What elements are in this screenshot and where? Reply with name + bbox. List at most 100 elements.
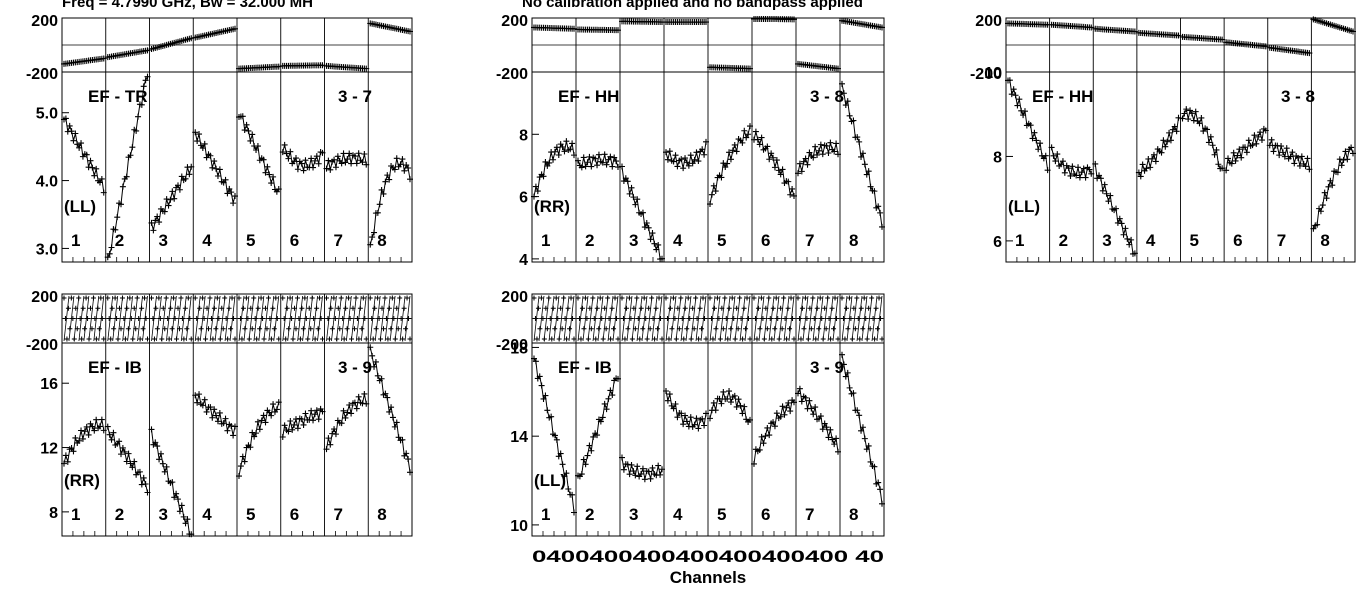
phase-point [406, 316, 412, 321]
amp-line [107, 76, 148, 258]
phase-point [303, 316, 309, 321]
phase-series-5 [236, 63, 282, 72]
phase-point [204, 305, 210, 311]
subband-label: 7 [334, 505, 343, 524]
phase-point [766, 295, 772, 301]
phase-point [568, 295, 574, 301]
phase-point [561, 295, 567, 301]
phase-point [585, 336, 591, 342]
phase-point [849, 336, 855, 342]
phase-point [308, 326, 314, 332]
phase-tick-label: 200 [501, 13, 528, 30]
phase-tick-label: -200 [26, 66, 58, 83]
phase-point [791, 336, 797, 342]
phase-point [567, 326, 573, 332]
amp-line [194, 393, 236, 436]
phase-point [305, 336, 311, 342]
phase-point [550, 305, 556, 311]
phase-point [602, 305, 608, 311]
subband-label: 4 [673, 505, 683, 524]
phase-point [208, 316, 214, 321]
phase-point [720, 326, 726, 332]
phase-wrap-line [88, 295, 95, 342]
subband-label: 2 [585, 505, 594, 524]
phase-point [118, 326, 124, 332]
phase-point [587, 305, 593, 311]
phase-series-7 [324, 295, 369, 342]
phase-point [395, 326, 401, 332]
phase-point [273, 295, 279, 301]
amp-tick-label: 8 [49, 505, 58, 522]
phase-series-3 [1092, 25, 1138, 35]
phase-point [787, 326, 793, 332]
phase-point [139, 305, 145, 311]
subband-label: 1 [1015, 231, 1024, 250]
phase-wrap-line [558, 295, 565, 342]
phase-point [127, 295, 133, 301]
phase-series-6 [751, 16, 797, 23]
phase-point [588, 326, 594, 332]
phase-point [254, 336, 260, 342]
phase-point [558, 305, 564, 311]
phase-point [625, 326, 631, 332]
phase-point [690, 305, 696, 311]
phase-wrap-line [675, 295, 682, 342]
amp-line [107, 426, 148, 493]
phase-point [231, 316, 237, 321]
phase-point [570, 316, 576, 321]
baseline-pair: 3 - 8 [1281, 87, 1315, 106]
amp-series-1 [531, 138, 577, 200]
phase-point [869, 295, 875, 301]
phase-point [839, 295, 845, 301]
phase-point [294, 295, 300, 301]
phase-line [326, 65, 367, 70]
phase-wrap-line [543, 295, 550, 342]
phase-point [696, 336, 702, 342]
phase-point [578, 336, 584, 342]
amp-line [1312, 146, 1354, 229]
phase-point [717, 336, 723, 342]
subband-label: 4 [1146, 231, 1156, 250]
phase-point [755, 305, 761, 311]
subband-label: 8 [1320, 231, 1329, 250]
phase-point [223, 316, 229, 321]
phase-point [644, 336, 650, 342]
phase-point [556, 336, 562, 342]
panel-4 [61, 293, 413, 538]
amp-line [282, 144, 323, 171]
phase-point [652, 336, 658, 342]
phase-point [819, 316, 825, 321]
phase-point [769, 336, 775, 342]
phase-point [200, 295, 206, 301]
phase-wrap-line [292, 295, 299, 342]
phase-point [86, 336, 92, 342]
amp-line [841, 354, 883, 504]
phase-point [804, 316, 810, 321]
polarization-label: (LL) [64, 197, 96, 216]
amp-series-8 [1310, 144, 1356, 232]
phase-point [579, 305, 585, 311]
phase-point [119, 295, 125, 301]
phase-point [300, 326, 306, 332]
phase-point [353, 295, 359, 301]
phase-point [181, 336, 187, 342]
phase-point [605, 295, 611, 301]
amp-series-6 [751, 128, 797, 199]
phase-point [854, 295, 860, 301]
amp-series-5 [236, 399, 282, 480]
amp-series-8 [367, 155, 413, 248]
amp-line [238, 115, 280, 193]
phase-line [1182, 36, 1223, 41]
phase-point [547, 316, 553, 321]
phase-point [187, 316, 193, 321]
phase-point [255, 305, 261, 311]
phase-point [552, 326, 558, 332]
phase-point [840, 316, 846, 321]
phase-point [206, 326, 211, 332]
phase-point [114, 316, 120, 321]
subband-label: 6 [290, 505, 299, 524]
phase-point [864, 336, 870, 342]
phase-line [1095, 28, 1135, 32]
phase-point [143, 316, 149, 321]
phase-point [281, 316, 287, 321]
